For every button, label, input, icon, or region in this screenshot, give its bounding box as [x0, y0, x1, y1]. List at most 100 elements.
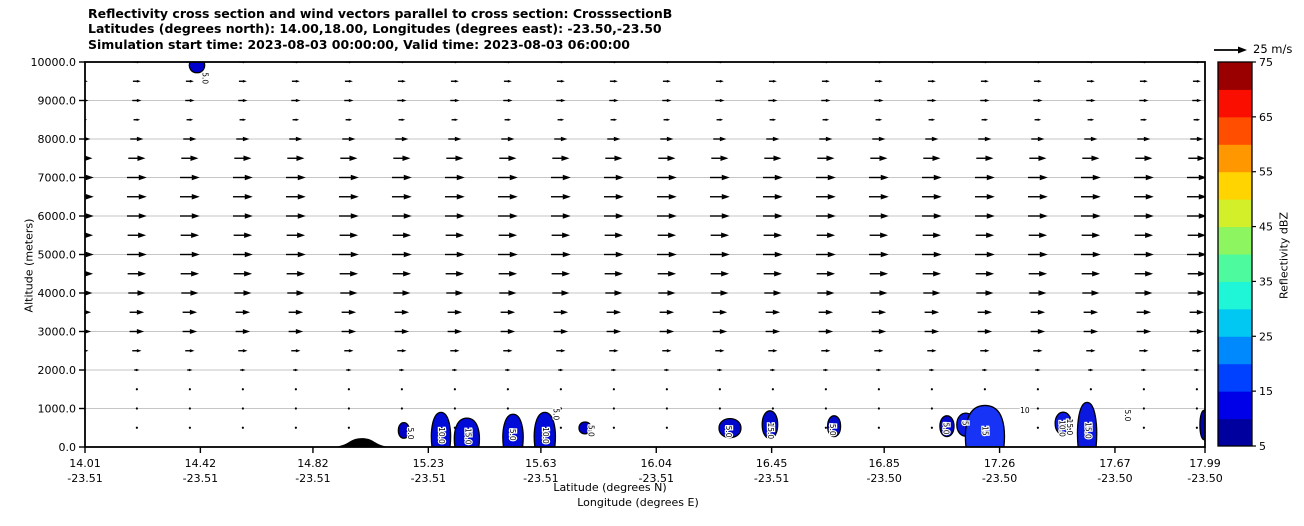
wind-vector-head: [561, 290, 570, 296]
wind-vector-head: [137, 155, 146, 162]
wind-vector-head: [191, 270, 200, 277]
wind-vector-head: [615, 232, 624, 239]
wind-vector-head: [85, 232, 94, 239]
wind-vector-head: [508, 290, 517, 296]
wind-vector-head: [136, 136, 144, 142]
wind-vector-head: [189, 118, 194, 121]
wind-vector-head: [827, 251, 836, 258]
wind-vector-head: [295, 136, 303, 142]
wind-vector-head: [880, 232, 889, 239]
wind-vector-head: [1143, 328, 1152, 335]
wind-vector-head: [1143, 368, 1147, 372]
wind-vector-head: [509, 270, 518, 277]
x-tick-label-lon: -23.50: [866, 472, 901, 485]
wind-vector-dot: [612, 388, 615, 391]
reflectivity-blob: [964, 404, 1006, 447]
x-tick-label-lon: -23.50: [1097, 472, 1132, 485]
wind-vector-head: [774, 232, 783, 239]
wind-vector-head: [666, 349, 672, 353]
wind-vector-head: [615, 174, 624, 181]
wind-vector-head: [401, 368, 405, 372]
reference-arrow-head: [1238, 46, 1247, 54]
x-tick-label-lat: 15.63: [525, 457, 557, 470]
colorbar-tick-label: 15: [1259, 385, 1273, 398]
wind-vector-dot: [347, 426, 350, 429]
wind-vector-head: [772, 79, 777, 83]
wind-vector-head: [933, 270, 942, 277]
colorbar-segment: [1218, 62, 1252, 90]
title-line-1: Reflectivity cross section and wind vect…: [88, 6, 673, 21]
wind-vector-head: [986, 213, 995, 219]
colorbar-tick-label: 45: [1259, 221, 1273, 234]
x-axis-label-longitude: Longitude (degrees E): [577, 496, 699, 509]
wind-vector-dot: [665, 388, 668, 391]
wind-vector-head: [931, 368, 935, 372]
wind-vector-head: [614, 155, 623, 162]
wind-vector-dot: [824, 388, 827, 391]
reflectivity-blob: [761, 410, 779, 440]
wind-vector-head: [244, 213, 253, 219]
wind-vector-head: [615, 270, 624, 277]
wind-vector-head: [721, 193, 730, 200]
wind-vector-dot: [718, 388, 721, 391]
reflectivity-contour-group: 5.05.0 10.0 15.0 5.0 10.05.05.0 5.0 15.0 5.0 5.0…: [188, 62, 1205, 447]
x-tick-label-lat: 16.04: [641, 457, 673, 470]
x-tick-label-lat: 16.85: [868, 457, 900, 470]
wind-vector-head: [666, 309, 675, 315]
wind-vector-head: [507, 349, 513, 353]
wind-vector-head: [402, 290, 411, 296]
wind-vector-head: [454, 349, 460, 353]
reflectivity-blob: [718, 417, 742, 439]
y-tick-label: 6000.0: [38, 210, 77, 223]
y-tick-label: 3000.0: [38, 326, 77, 339]
colorbar-segment: [1218, 336, 1252, 365]
colorbar-segment: [1218, 144, 1252, 173]
wind-vector-head: [189, 349, 195, 353]
wind-vector-head: [719, 136, 727, 142]
y-tick-label: 10000.0: [31, 56, 77, 69]
wind-vector-head: [931, 79, 936, 83]
wind-vector-head: [189, 79, 194, 83]
wind-vector-dot: [612, 426, 615, 429]
wind-vector-head: [615, 193, 624, 200]
wind-vector-head: [348, 98, 354, 103]
wind-vector-head: [772, 368, 776, 372]
wind-vector-head: [666, 136, 674, 142]
wind-vector-head: [1145, 193, 1154, 200]
contour-label: 5.0: [587, 425, 596, 437]
contour-label: 10.0: [541, 427, 550, 444]
wind-vector-head: [348, 328, 357, 335]
title-line-3: Simulation start time: 2023-08-03 00:00:…: [88, 36, 630, 52]
wind-vector-head: [719, 368, 723, 372]
wind-vector-head: [719, 98, 725, 103]
wind-vector-head: [138, 174, 147, 181]
wind-vector-head: [190, 290, 199, 296]
wind-vector-head: [931, 98, 937, 103]
wind-vector-head: [720, 290, 729, 296]
wind-vector-head: [825, 349, 831, 353]
wind-vector-dot: [1036, 426, 1039, 429]
wind-vector-head: [1197, 155, 1205, 162]
wind-vector-head: [1039, 270, 1048, 277]
wind-vector-head: [1196, 328, 1205, 335]
terrain-profile: [331, 438, 393, 447]
wind-vector-head: [190, 155, 199, 162]
wind-vector-dot: [1142, 388, 1145, 391]
wind-vector-head: [507, 368, 511, 372]
wind-vector-head: [1198, 232, 1205, 239]
wind-vector-head: [1090, 98, 1096, 103]
reflectivity-blob: [430, 411, 452, 447]
wind-vector-head: [772, 98, 778, 103]
wind-vector-head: [454, 309, 463, 315]
wind-vector-head: [297, 174, 306, 181]
wind-vector-head: [668, 213, 677, 219]
wind-vector-head: [243, 155, 252, 162]
wind-vector-head: [1198, 174, 1205, 181]
wind-vector-head: [827, 174, 836, 181]
wind-vector-head: [403, 174, 412, 181]
wind-vector-head: [295, 328, 304, 335]
wind-vector-head: [454, 136, 462, 142]
wind-vector-head: [297, 270, 306, 277]
wind-vector-head: [1145, 174, 1154, 181]
contour-label: 5.0: [406, 428, 415, 440]
